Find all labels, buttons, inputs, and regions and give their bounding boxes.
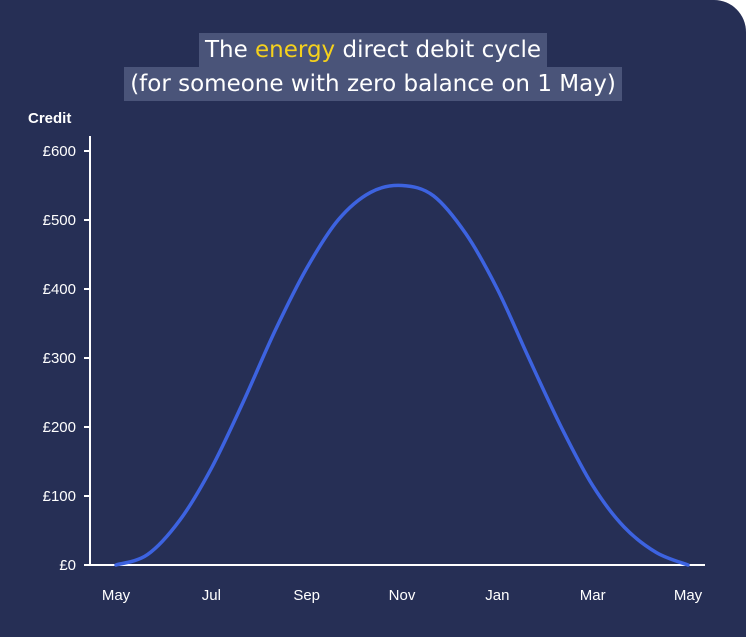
y-tick-label: £300 (43, 350, 76, 367)
title-line-1: The energy direct debit cycle (198, 33, 548, 67)
x-tick-label: Jan (485, 587, 509, 604)
y-axis-ticks: £0 £100 £200 £300 £400 £500 £600 (43, 143, 90, 574)
y-tick-label: £0 (59, 557, 76, 574)
title-line-2: (for someone with zero balance on 1 May) (124, 67, 622, 101)
chart-title: The energy direct debit cycle (for someo… (0, 33, 746, 101)
x-tick-label: Nov (389, 587, 416, 604)
credit-line (114, 183, 690, 567)
y-tick-label: £400 (43, 281, 76, 298)
x-tick-label: Sep (293, 587, 320, 604)
y-tick-label: £600 (43, 143, 76, 160)
x-tick-label: Jul (202, 587, 221, 604)
x-tick-label: May (674, 587, 703, 604)
x-axis-ticks: May Jul Sep Nov Jan Mar May (102, 587, 703, 604)
title-highlight: energy (255, 37, 336, 63)
y-tick-label: £200 (43, 419, 76, 436)
chart-axes (89, 136, 705, 566)
y-tick-label: £500 (43, 212, 76, 229)
title-suffix: direct debit cycle (335, 37, 542, 63)
x-tick-label: Mar (580, 587, 606, 604)
title-prefix: The (204, 37, 256, 63)
chart-series (114, 183, 690, 567)
y-axis-label: Credit (28, 110, 72, 127)
y-tick-label: £100 (43, 488, 76, 505)
x-tick-label: May (102, 587, 131, 604)
